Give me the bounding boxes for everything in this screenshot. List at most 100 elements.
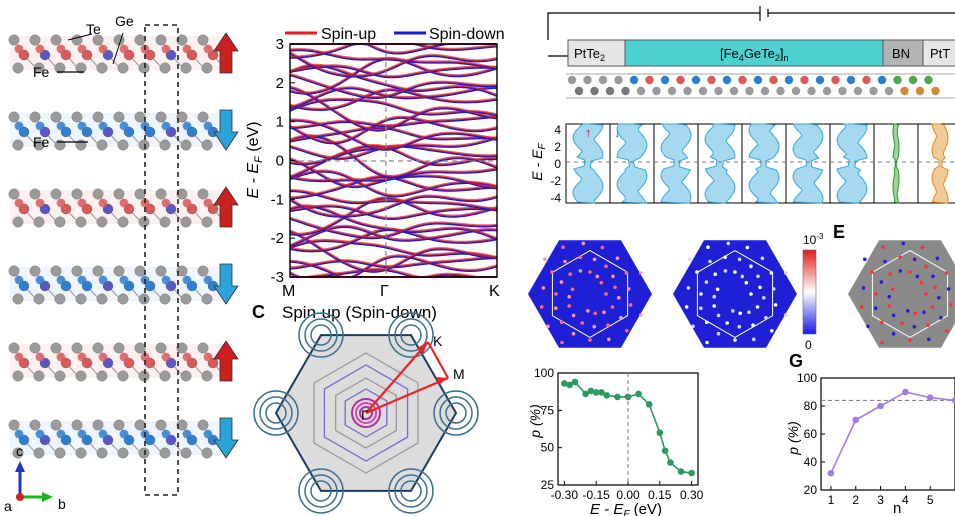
map-feature (592, 257, 597, 262)
device-atom (877, 75, 887, 85)
te-atom (50, 265, 62, 277)
fe-atom (203, 352, 213, 362)
fe-atom (203, 275, 213, 285)
device-atom (822, 86, 832, 96)
crystal-layer (8, 419, 225, 459)
bz-point-m: M (453, 366, 465, 382)
map-feature (770, 329, 774, 333)
map-feature (881, 245, 885, 249)
spin-up-band (289, 204, 498, 219)
te-atom (197, 111, 209, 123)
dos-curve (748, 123, 780, 204)
chart-f-xlabel: E - EF (eV) (590, 501, 662, 516)
map-feature (588, 338, 592, 342)
map-feature (559, 280, 564, 284)
map-feature (900, 321, 904, 325)
series-line (830, 391, 955, 474)
map-feature (610, 305, 615, 309)
block-label-ptte: PtTe2 (574, 46, 605, 63)
map-feature (716, 331, 721, 336)
te-atom (96, 293, 108, 305)
device-atom (660, 75, 670, 85)
data-point (598, 389, 605, 396)
te-atom (96, 62, 108, 74)
xtick-label: -0.30 (551, 488, 579, 502)
te-atom (201, 62, 213, 74)
spin-up-band (289, 115, 498, 144)
fe-atom (14, 198, 24, 208)
map-feature (606, 323, 610, 328)
atom-label-fe-top: Fe (33, 64, 50, 80)
map-feature (619, 315, 623, 320)
map-feature (546, 324, 550, 329)
map-feature (764, 315, 768, 320)
dos-spin-down-arrow: ↓ (614, 125, 621, 140)
band-ytick: 1 (276, 114, 284, 131)
k-pocket (259, 396, 293, 430)
te-atom (197, 342, 209, 354)
data-point (571, 378, 579, 386)
device-atom (931, 86, 940, 96)
device-atom (869, 86, 878, 96)
te-atom (8, 342, 20, 354)
te-atom (96, 216, 108, 228)
map-feature (604, 264, 608, 269)
data-point (926, 394, 934, 401)
map-feature (924, 292, 928, 296)
data-point (688, 469, 695, 477)
te-atom (29, 419, 41, 431)
te-atom (113, 34, 125, 46)
device-atom (745, 86, 754, 96)
device-atom (760, 86, 770, 96)
dos-panel: 4 2 0 -2 -4 E - EF ↑ ↓ (529, 123, 955, 205)
te-atom (75, 216, 87, 228)
map-feature (615, 256, 620, 261)
k-pocket (388, 468, 434, 514)
te-atom (201, 293, 213, 305)
block-label-fe-gete: [Fe4GeTe2]n (720, 46, 789, 63)
device-atom (707, 75, 716, 85)
map-feature (749, 292, 753, 296)
ytick-label: 60 (804, 427, 818, 441)
band-ytick: 2 (276, 75, 284, 92)
map-feature (695, 270, 699, 274)
map-feature (600, 245, 605, 250)
fe-atom (35, 352, 45, 362)
k-pocket (304, 318, 338, 352)
map-feature (626, 287, 631, 291)
map-feature (617, 296, 621, 300)
spin-down-band (289, 168, 498, 183)
te-atom (138, 139, 150, 151)
colorbar (802, 249, 817, 335)
data-point (667, 459, 674, 466)
fe-atom (35, 198, 45, 208)
map-feature (567, 294, 571, 299)
fe-atom (56, 44, 66, 54)
map-feature (908, 338, 912, 342)
map-feature (580, 321, 584, 325)
map-feature (706, 245, 710, 249)
te-atom (117, 370, 129, 382)
te-atom (113, 188, 125, 200)
dos-curve (931, 123, 949, 204)
device-atom (915, 86, 925, 96)
band-ytick: -3 (271, 269, 284, 286)
k-pocket (433, 390, 479, 436)
spin-up-band (289, 136, 498, 165)
data-point (677, 468, 685, 475)
map-feature (927, 337, 931, 342)
atom-label-fe-second: Fe (33, 134, 50, 150)
te-atom (12, 139, 24, 151)
te-atom (138, 62, 150, 74)
te-atom (176, 34, 188, 46)
spin-up-band (289, 204, 498, 240)
data-point (951, 397, 955, 404)
bz-point-k: K (433, 333, 443, 349)
te-atom (71, 111, 83, 123)
te-atom (134, 419, 146, 431)
map-feature (926, 323, 930, 328)
map-feature (543, 257, 547, 262)
fe-atom (203, 429, 213, 439)
map-feature (723, 269, 728, 273)
fe-atom (119, 352, 129, 362)
